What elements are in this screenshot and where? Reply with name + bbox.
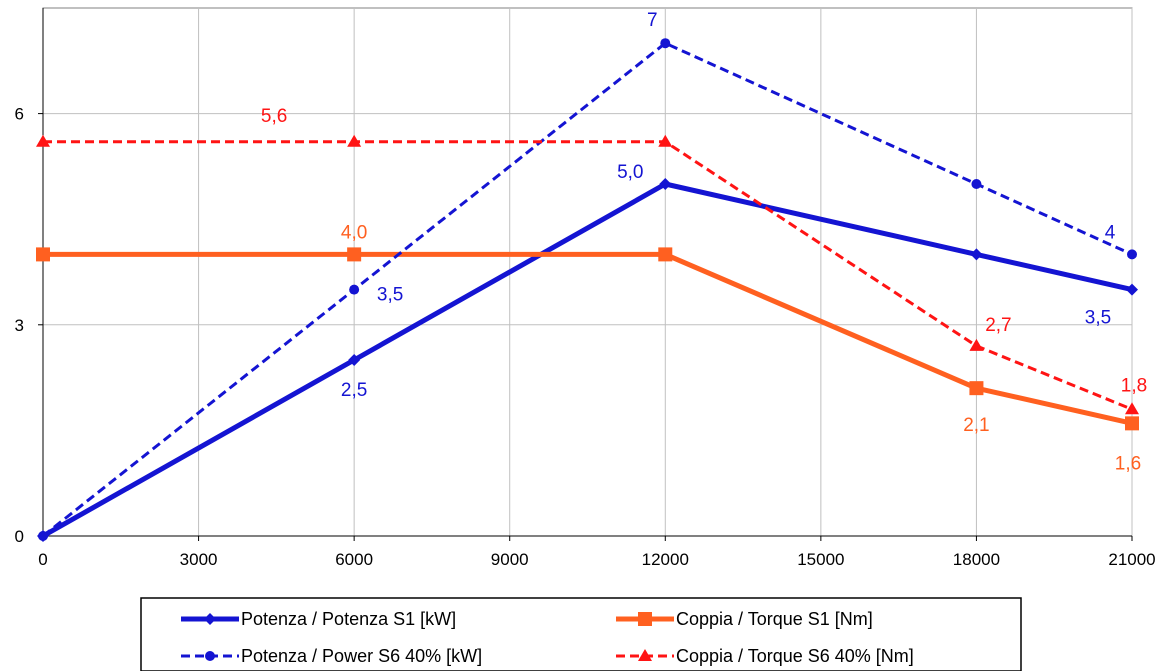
x-tick-label: 21000 [1108, 550, 1155, 569]
legend-item-torque-s6: Coppia / Torque S6 40% [Nm] [616, 646, 914, 666]
data-point-torque-s6 [347, 134, 362, 147]
x-tick-label: 15000 [797, 550, 844, 569]
axes: 0 3000 6000 9000 12000 15000 18000 21000 0 3 6 [15, 8, 1156, 569]
data-point-torque-s6 [969, 338, 984, 351]
x-tick-label: 6000 [335, 550, 373, 569]
data-label-coppia-s1: 1,6 [1115, 453, 1141, 474]
data-point-power-s6 [38, 531, 48, 541]
data-label-torque-s6: 1,8 [1121, 375, 1147, 396]
data-label-power-s6: 3,5 [377, 285, 403, 306]
data-point-coppia-s1 [347, 247, 362, 262]
legend-label: Potenza / Potenza S1 [kW] [241, 609, 456, 629]
y-tick-label: 0 [15, 527, 24, 546]
legend-swatch-marker [204, 613, 216, 625]
data-label-potenza-s1: 5,0 [617, 162, 643, 183]
data-label-coppia-s1: 2,1 [963, 415, 989, 436]
data-label-power-s6: 4 [1105, 222, 1116, 243]
data-point-coppia-s1 [36, 247, 50, 262]
plot-area [42, 7, 1133, 537]
series-line-power-s6 [42, 41, 1133, 538]
legend-item-potenza-s1: Potenza / Potenza S1 [kW] [181, 609, 456, 629]
data-point-power-s6 [349, 284, 360, 295]
series-power-s6 [38, 38, 1137, 541]
y-tick-label: 6 [15, 105, 24, 124]
data-point-potenza-s1 [970, 248, 983, 261]
series-torque-s6 [36, 134, 1139, 415]
data-labels: 2,5 5,0 3,5 4,0 2,1 1,6 3,5 7 4 5,6 2,7 1,8 [261, 10, 1147, 474]
data-point-coppia-s1 [1125, 416, 1139, 431]
x-tick-label: 12000 [642, 550, 689, 569]
x-tick-label: 18000 [953, 550, 1000, 569]
x-tick-label: 0 [38, 550, 47, 569]
legend-label: Coppia / Torque S6 40% [Nm] [676, 646, 914, 666]
y-tick-label: 3 [15, 316, 24, 335]
series-group [36, 38, 1139, 542]
data-point-torque-s6 [36, 134, 50, 147]
data-point-torque-s6 [1125, 402, 1139, 415]
x-tick-label: 9000 [491, 550, 529, 569]
legend-item-power-s6: Potenza / Power S6 40% [kW] [181, 646, 482, 666]
data-point-potenza-s1 [659, 178, 672, 190]
legend-box [140, 597, 1022, 671]
data-point-coppia-s1 [969, 381, 984, 396]
grid [42, 7, 1133, 537]
legend-swatch-marker [638, 612, 652, 626]
legend-item-coppia-s1: Coppia / Torque S1 [Nm] [616, 609, 873, 629]
legend-label: Potenza / Power S6 40% [kW] [241, 646, 482, 666]
data-point-potenza-s1 [348, 354, 361, 366]
data-label-coppia-s1: 4,0 [341, 222, 367, 243]
data-label-torque-s6: 5,6 [261, 106, 287, 127]
data-label-power-s6: 7 [647, 10, 658, 31]
data-point-power-s6 [971, 179, 982, 189]
legend-swatch-marker [205, 651, 215, 661]
data-point-potenza-s1 [1126, 283, 1138, 296]
legend-label: Coppia / Torque S1 [Nm] [676, 609, 873, 629]
data-point-power-s6 [660, 38, 671, 49]
data-label-potenza-s1: 3,5 [1085, 308, 1111, 329]
x-tick-label: 3000 [180, 550, 218, 569]
legend-swatch-marker [638, 649, 652, 661]
data-point-power-s6 [1127, 249, 1137, 260]
data-label-potenza-s1: 2,5 [341, 380, 367, 401]
data-point-coppia-s1 [658, 247, 673, 262]
legend: Potenza / Potenza S1 [kW] Coppia / Torque… [140, 597, 1022, 671]
series-coppia-s1 [36, 247, 1139, 431]
data-label-torque-s6: 2,7 [985, 315, 1011, 336]
data-point-torque-s6 [658, 134, 673, 147]
